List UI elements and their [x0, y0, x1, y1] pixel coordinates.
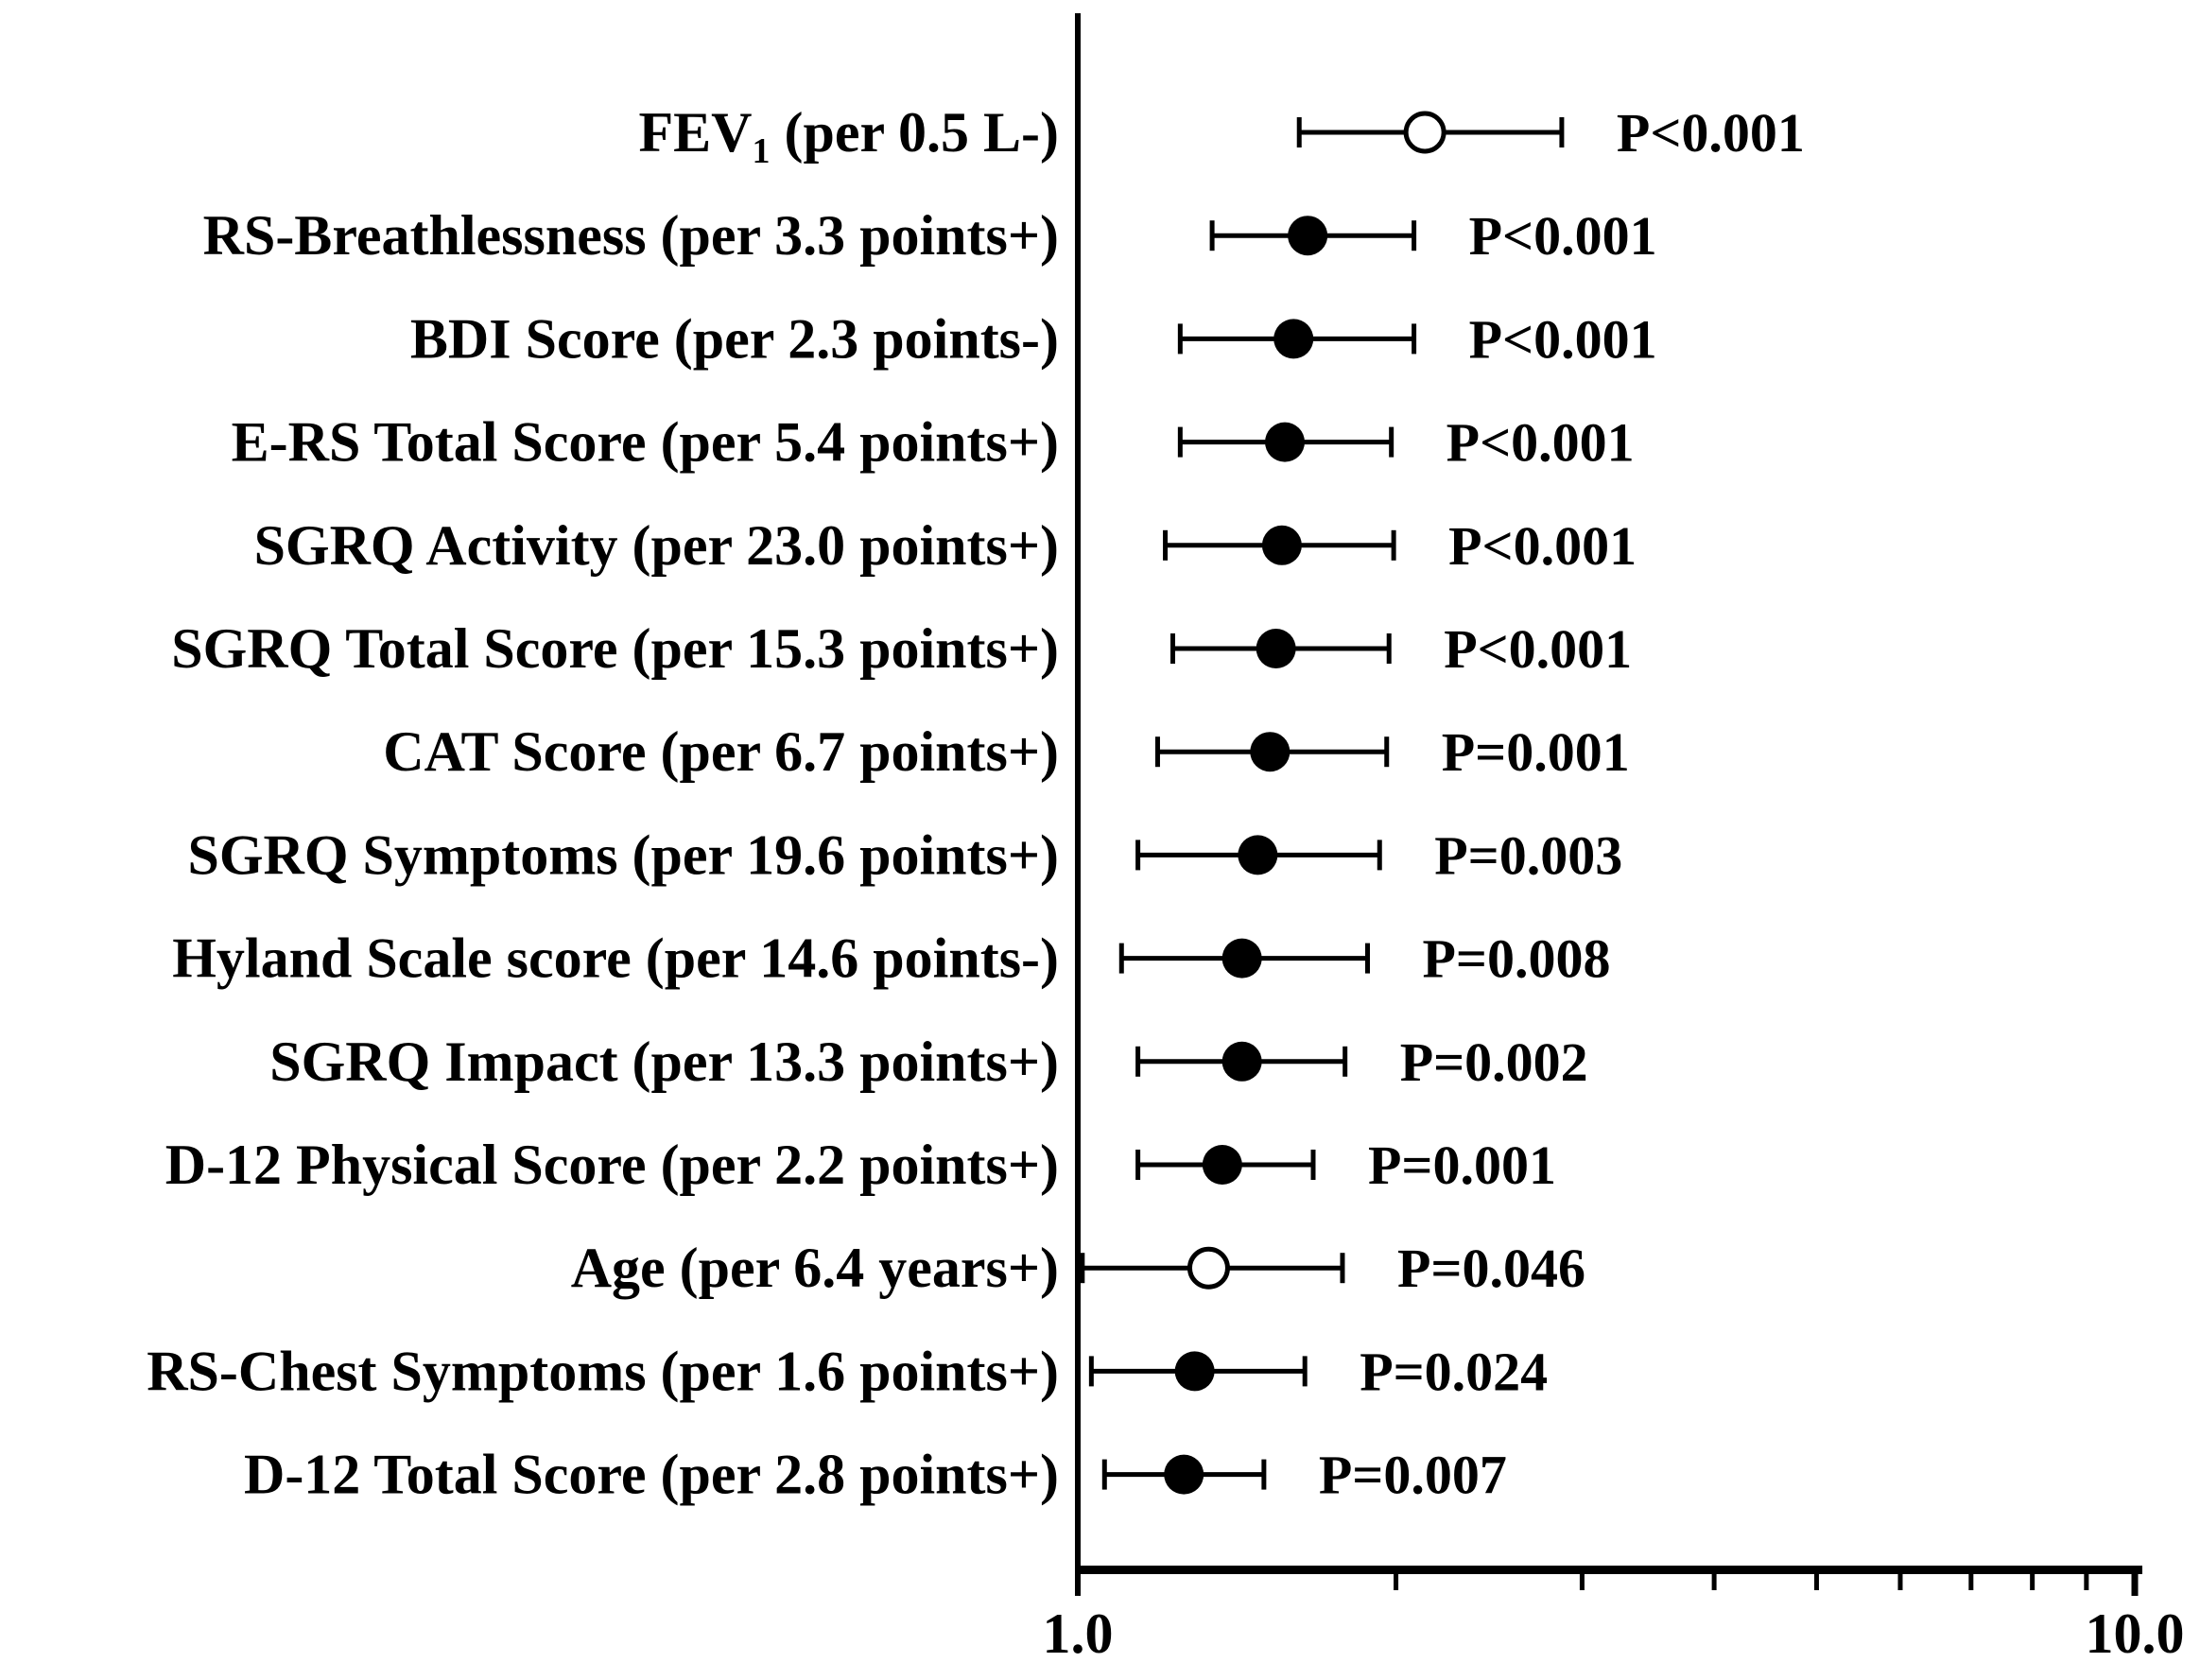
- x-axis-line: [1075, 1566, 2142, 1574]
- or-marker-filled: [1202, 1145, 1242, 1185]
- p-value-label: P<0.001: [1469, 308, 1657, 370]
- forest-row: D-12 Total Score (per 2.8 points+) P=0.00…: [244, 1444, 1507, 1506]
- row-label: SGRQ Impact (per 13.3 points+): [269, 1031, 1059, 1093]
- x-tick: [1897, 1569, 1903, 1590]
- or-marker-filled: [1261, 525, 1302, 565]
- p-value-label: P<0.001: [1469, 205, 1657, 267]
- forest-row: Age (per 6.4 years+) P=0.046: [571, 1237, 1585, 1299]
- p-value-label: P=0.024: [1360, 1341, 1548, 1402]
- p-value-label: P=0.001: [1442, 721, 1630, 783]
- or-marker-filled: [1265, 422, 1306, 462]
- x-tick: [2084, 1569, 2089, 1590]
- row-label: BDI Score (per 2.3 points-): [410, 307, 1059, 370]
- x-tick-label: 1.0: [1043, 1602, 1114, 1665]
- p-value-label: P=0.008: [1423, 928, 1611, 990]
- or-marker-filled: [1256, 629, 1296, 668]
- row-label: E-RS Total Score (per 5.4 points+): [232, 411, 1059, 474]
- forest-row: FEV1 (per 0.5 L-) P<0.001: [638, 101, 1804, 171]
- x-tick: [1968, 1569, 1974, 1590]
- forest-row: SGRQ Impact (per 13.3 points+) P=0.002: [269, 1031, 1587, 1093]
- or-marker-open: [1403, 111, 1446, 154]
- p-value-label: P=0.003: [1434, 824, 1622, 886]
- row-label: Age (per 6.4 years+): [571, 1237, 1059, 1299]
- row-label: RS-Chest Symptoms (per 1.6 points+): [147, 1340, 1059, 1402]
- p-value-label: P<0.001: [1446, 412, 1635, 474]
- row-label: SGRQ Activity (per 23.0 points+): [254, 514, 1059, 577]
- or-marker-filled: [1221, 1041, 1262, 1082]
- p-value-label: P=0.046: [1397, 1238, 1585, 1299]
- or-marker-open: [1187, 1246, 1230, 1290]
- or-marker-filled: [1250, 732, 1291, 772]
- forest-row: D-12 Physical Score (per 2.2 points+) P=0…: [165, 1134, 1556, 1196]
- forest-row: RS-Breathlessness (per 3.3 points+) P<0.0…: [203, 204, 1657, 267]
- p-value-label: P<0.001: [1448, 515, 1637, 577]
- row-label: SGRQ Total Score (per 15.3 points+): [171, 617, 1059, 680]
- forest-row: RS-Chest Symptoms (per 1.6 points+) P=0.0…: [147, 1340, 1548, 1402]
- row-label: D-12 Physical Score (per 2.2 points+): [165, 1134, 1059, 1196]
- or-marker-filled: [1238, 835, 1278, 875]
- or-marker-filled: [1273, 319, 1314, 359]
- forest-row: E-RS Total Score (per 5.4 points+) P<0.00…: [232, 411, 1635, 474]
- or-marker-filled: [1221, 938, 1262, 979]
- p-value-label: P<0.001: [1444, 618, 1632, 680]
- row-label: CAT Score (per 6.7 points+): [383, 720, 1059, 783]
- p-value-label: P=0.002: [1400, 1031, 1588, 1093]
- or-marker-filled: [1288, 216, 1328, 256]
- row-label: Hyland Scale score (per 14.6 points-): [172, 927, 1059, 990]
- forest-row: BDI Score (per 2.3 points-) P<0.001: [410, 307, 1657, 370]
- row-label: SGRQ Symptoms (per 19.6 points+): [187, 823, 1059, 886]
- x-tick: [1579, 1569, 1585, 1590]
- forest-row: SGRQ Symptoms (per 19.6 points+) P=0.003: [187, 823, 1622, 886]
- p-value-label: P=0.007: [1319, 1445, 1507, 1506]
- p-value-label: P=0.001: [1368, 1134, 1556, 1196]
- p-value-label: P<0.001: [1617, 102, 1805, 164]
- x-tick: [2030, 1569, 2035, 1590]
- row-label: D-12 Total Score (per 2.8 points+): [244, 1444, 1059, 1506]
- y-axis-line: [1075, 13, 1081, 1596]
- or-marker-filled: [1174, 1351, 1215, 1392]
- or-marker-filled: [1164, 1454, 1204, 1495]
- x-tick: [1394, 1569, 1399, 1590]
- row-label: RS-Breathlessness (per 3.3 points+): [203, 204, 1059, 267]
- forest-row: Hyland Scale score (per 14.6 points-) P=0…: [172, 927, 1610, 990]
- x-tick: [1711, 1569, 1717, 1590]
- forest-row: SGRQ Total Score (per 15.3 points+) P<0.0…: [171, 617, 1632, 680]
- x-tick: [2131, 1569, 2139, 1596]
- row-label: FEV1 (per 0.5 L-): [638, 101, 1059, 171]
- x-tick-label: 10.0: [2086, 1602, 2185, 1665]
- x-tick: [1813, 1569, 1819, 1590]
- forest-row: CAT Score (per 6.7 points+) P=0.001: [383, 720, 1629, 783]
- forest-row: SGRQ Activity (per 23.0 points+) P<0.001: [254, 514, 1637, 577]
